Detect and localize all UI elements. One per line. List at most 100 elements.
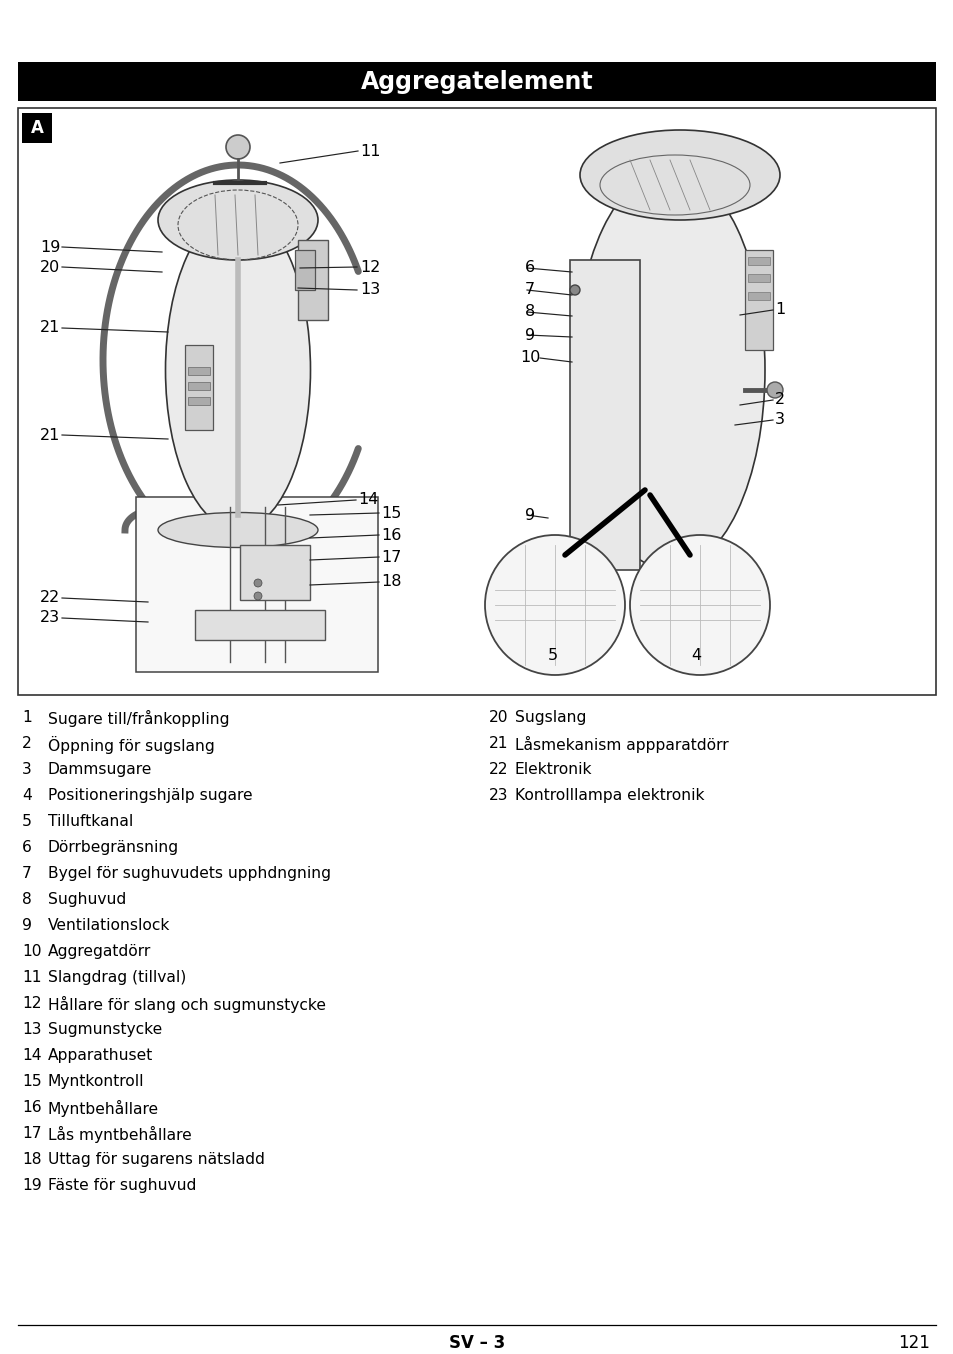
Bar	[22, 112, 52, 144]
Text: A: A	[30, 119, 44, 137]
Text: Sugare till/frånkoppling: Sugare till/frånkoppling	[48, 709, 230, 727]
Text: 23: 23	[489, 788, 508, 803]
Text: Elektronik: Elektronik	[515, 762, 592, 777]
Bar	[747, 274, 769, 282]
Ellipse shape	[165, 210, 310, 529]
Text: 7: 7	[524, 283, 535, 298]
Text: 9: 9	[22, 918, 32, 933]
Text: Sugslang: Sugslang	[515, 709, 586, 724]
Bar	[18, 62, 935, 102]
Text: Apparathuset: Apparathuset	[48, 1048, 153, 1063]
Text: Öppning för sugslang: Öppning för sugslang	[48, 737, 214, 754]
Text: Sugmunstycke: Sugmunstycke	[48, 1022, 162, 1037]
Text: 13: 13	[359, 283, 380, 298]
Text: Ventilationslock: Ventilationslock	[48, 918, 171, 933]
Circle shape	[253, 592, 262, 600]
Text: 12: 12	[359, 260, 380, 275]
Bar	[747, 257, 769, 265]
Text: Bygel för sughuvudets upphdngning: Bygel för sughuvudets upphdngning	[48, 867, 331, 881]
Circle shape	[226, 135, 250, 158]
Text: 14: 14	[357, 493, 378, 508]
Text: 7: 7	[22, 867, 31, 881]
Text: 1: 1	[22, 709, 31, 724]
Text: 18: 18	[22, 1152, 42, 1167]
Text: 15: 15	[22, 1074, 42, 1089]
Text: 2: 2	[22, 737, 31, 751]
Bar	[294, 250, 314, 290]
Text: 21: 21	[40, 321, 60, 336]
Text: Dammsugare: Dammsugare	[48, 762, 152, 777]
Text: 2: 2	[774, 393, 784, 408]
Text: Aggregatdörr: Aggregatdörr	[48, 944, 152, 959]
Text: 9: 9	[524, 328, 535, 343]
Text: 3: 3	[22, 762, 31, 777]
Text: 10: 10	[22, 944, 42, 959]
Text: 21: 21	[489, 737, 508, 751]
Text: Fäste för sughuvud: Fäste för sughuvud	[48, 1178, 196, 1193]
Bar	[188, 367, 210, 375]
Text: 11: 11	[359, 144, 380, 158]
Text: 21: 21	[40, 428, 60, 443]
Bar	[744, 250, 772, 349]
Text: 13: 13	[22, 1022, 42, 1037]
Text: Myntkontroll: Myntkontroll	[48, 1074, 144, 1089]
Bar	[136, 497, 377, 672]
Text: 19: 19	[22, 1178, 42, 1193]
Text: 17: 17	[380, 550, 401, 565]
Text: 14: 14	[22, 1048, 42, 1063]
Text: 12: 12	[22, 997, 42, 1011]
Circle shape	[253, 580, 262, 588]
Text: 8: 8	[22, 892, 31, 907]
Text: Låsmekanism appparatdörr: Låsmekanism appparatdörr	[515, 737, 728, 753]
Bar	[194, 611, 325, 640]
Text: 3: 3	[774, 413, 784, 428]
Bar	[240, 546, 310, 600]
Text: 6: 6	[22, 839, 31, 854]
Text: 19: 19	[40, 240, 60, 255]
Text: 16: 16	[380, 528, 401, 543]
Text: 6: 6	[524, 260, 535, 275]
Text: Myntbehållare: Myntbehållare	[48, 1099, 159, 1117]
Ellipse shape	[579, 130, 780, 219]
Text: 20: 20	[40, 260, 60, 275]
Circle shape	[569, 284, 579, 295]
Bar	[185, 345, 213, 431]
Text: 17: 17	[22, 1127, 42, 1141]
Text: Lås myntbehållare: Lås myntbehållare	[48, 1127, 192, 1143]
Text: 11: 11	[22, 969, 42, 984]
Text: 121: 121	[897, 1334, 929, 1353]
Text: 8: 8	[524, 305, 535, 320]
Text: Sughuvud: Sughuvud	[48, 892, 126, 907]
Text: 18: 18	[380, 574, 401, 589]
Text: 1: 1	[774, 302, 784, 317]
Text: 16: 16	[22, 1099, 42, 1114]
Text: 20: 20	[489, 709, 508, 724]
Text: 15: 15	[380, 505, 401, 520]
Text: Dörrbegränsning: Dörrbegränsning	[48, 839, 179, 854]
Text: Kontrolllampa elektronik: Kontrolllampa elektronik	[515, 788, 703, 803]
Text: 5: 5	[547, 647, 558, 662]
Ellipse shape	[575, 171, 764, 570]
Text: Slangdrag (tillval): Slangdrag (tillval)	[48, 969, 186, 984]
Text: Uttag för sugarens nätsladd: Uttag för sugarens nätsladd	[48, 1152, 265, 1167]
Circle shape	[484, 535, 624, 676]
Ellipse shape	[158, 513, 317, 547]
Bar	[297, 240, 328, 320]
Text: 4: 4	[22, 788, 31, 803]
Circle shape	[766, 382, 782, 398]
Text: 4: 4	[690, 647, 700, 662]
Bar	[188, 397, 210, 405]
Text: 5: 5	[22, 814, 32, 829]
Bar	[569, 260, 639, 570]
Text: Hållare för slang och sugmunstycke: Hållare för slang och sugmunstycke	[48, 997, 326, 1013]
Text: 22: 22	[40, 590, 60, 605]
Text: Aggregatelement: Aggregatelement	[360, 69, 593, 93]
Text: 9: 9	[524, 508, 535, 523]
Circle shape	[629, 535, 769, 676]
Text: 23: 23	[40, 611, 60, 626]
Text: 10: 10	[519, 351, 539, 366]
Bar	[188, 382, 210, 390]
Text: Positioneringshjälp sugare: Positioneringshjälp sugare	[48, 788, 253, 803]
Bar	[18, 108, 935, 695]
Bar	[747, 292, 769, 301]
